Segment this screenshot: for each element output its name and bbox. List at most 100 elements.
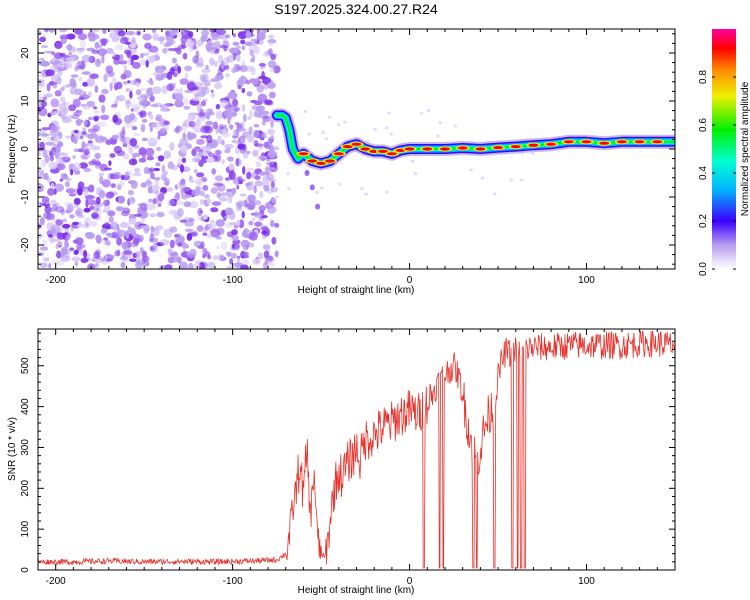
- noise-blob: [38, 93, 43, 100]
- noise-blob: [76, 110, 83, 114]
- noise-blob: [252, 129, 260, 138]
- noise-blob: [175, 125, 181, 134]
- noise-blob: [268, 34, 274, 39]
- noise-blob: [107, 29, 117, 33]
- snr-y-tick-label: 200: [20, 480, 31, 497]
- noise-blob: [202, 253, 206, 259]
- ridge-core-red: [378, 149, 388, 153]
- noise-blob: [155, 66, 166, 70]
- noise-blob: [168, 209, 179, 215]
- noise-blob: [254, 180, 264, 187]
- noise-blob: [214, 82, 223, 90]
- noise-blob: [214, 49, 220, 55]
- noise-blob: [47, 188, 55, 196]
- noise-blob: [101, 228, 108, 233]
- noise-blob: [44, 257, 50, 262]
- noise-blob: [201, 75, 207, 83]
- noise-dot: [530, 151, 535, 155]
- noise-blob: [233, 224, 239, 229]
- noise-blob: [200, 135, 209, 139]
- noise-blob: [94, 85, 99, 93]
- noise-blob: [245, 80, 251, 85]
- noise-blob: [83, 207, 91, 213]
- noise-blob: [160, 187, 168, 194]
- noise-blob: [128, 146, 134, 154]
- noise-blob: [226, 55, 235, 63]
- noise-blob: [80, 257, 89, 264]
- noise-blob: [196, 172, 205, 178]
- noise-blob: [145, 60, 149, 68]
- noise-blob: [207, 254, 212, 260]
- noise-blob: [237, 31, 248, 40]
- noise-dot: [286, 172, 290, 176]
- noise-blob: [202, 151, 208, 157]
- noise-blob: [72, 98, 81, 108]
- noise-blob: [241, 45, 246, 51]
- noise-blob: [253, 139, 259, 147]
- noise-dot: [324, 137, 329, 141]
- noise-blob: [82, 106, 91, 111]
- noise-blob: [200, 241, 205, 249]
- noise-blob: [56, 250, 61, 259]
- noise-blob: [149, 95, 155, 103]
- ridge-core-red: [351, 142, 362, 146]
- noise-blob: [245, 31, 252, 39]
- noise-blob: [175, 201, 186, 205]
- noise-blob: [226, 265, 234, 269]
- noise-blob: [240, 39, 246, 45]
- noise-blob: [124, 49, 132, 55]
- noise-dot: [410, 159, 415, 163]
- noise-blob: [206, 134, 213, 144]
- noise-blob: [187, 113, 196, 121]
- noise-blob: [39, 71, 46, 79]
- noise-blob: [243, 113, 247, 123]
- noise-blob: [134, 167, 141, 173]
- noise-blob: [241, 210, 245, 219]
- noise-blob: [230, 252, 237, 259]
- noise-blob: [215, 110, 224, 120]
- noise-blob: [200, 125, 210, 134]
- noise-blob: [94, 160, 101, 169]
- noise-blob: [106, 232, 113, 237]
- noise-blob: [81, 71, 91, 75]
- noise-blob: [123, 64, 127, 73]
- noise-blob: [79, 162, 88, 169]
- noise-blob: [123, 250, 133, 255]
- noise-blob: [120, 261, 126, 269]
- noise-dot: [419, 111, 424, 115]
- noise-blob: [172, 82, 177, 87]
- noise-blob: [232, 234, 239, 242]
- noise-blob: [129, 258, 137, 262]
- noise-blob: [139, 94, 150, 99]
- snr-line: [38, 329, 675, 569]
- noise-blob: [247, 194, 256, 203]
- noise-blob: [39, 262, 48, 268]
- colorbar-label: Normalized spectral amplitude: [740, 81, 750, 216]
- noise-blob: [141, 250, 147, 258]
- noise-dot: [364, 192, 369, 196]
- noise-blob: [198, 262, 206, 269]
- noise-blob: [47, 176, 51, 184]
- noise-blob: [240, 193, 247, 197]
- noise-blob: [91, 73, 96, 80]
- noise-blob: [100, 258, 107, 262]
- noise-blob: [117, 30, 126, 37]
- spectrogram-x-tick-label: -200: [46, 275, 66, 286]
- noise-blob: [178, 181, 186, 191]
- noise-blob: [177, 65, 182, 74]
- noise-blob: [247, 201, 256, 211]
- noise-blob: [271, 197, 277, 204]
- noise-blob: [210, 89, 214, 94]
- noise-blob: [213, 182, 223, 187]
- noise-blob: [151, 86, 162, 95]
- noise-blob: [272, 146, 280, 151]
- noise-blob: [267, 128, 275, 135]
- noise-blob: [245, 203, 254, 211]
- colorbar-gradient: [712, 29, 736, 269]
- noise-blob: [236, 45, 242, 50]
- noise-blob: [122, 81, 128, 85]
- noise-blob: [250, 58, 256, 63]
- noise-blob: [91, 49, 100, 54]
- noise-blob: [103, 73, 108, 83]
- noise-blob: [96, 121, 107, 128]
